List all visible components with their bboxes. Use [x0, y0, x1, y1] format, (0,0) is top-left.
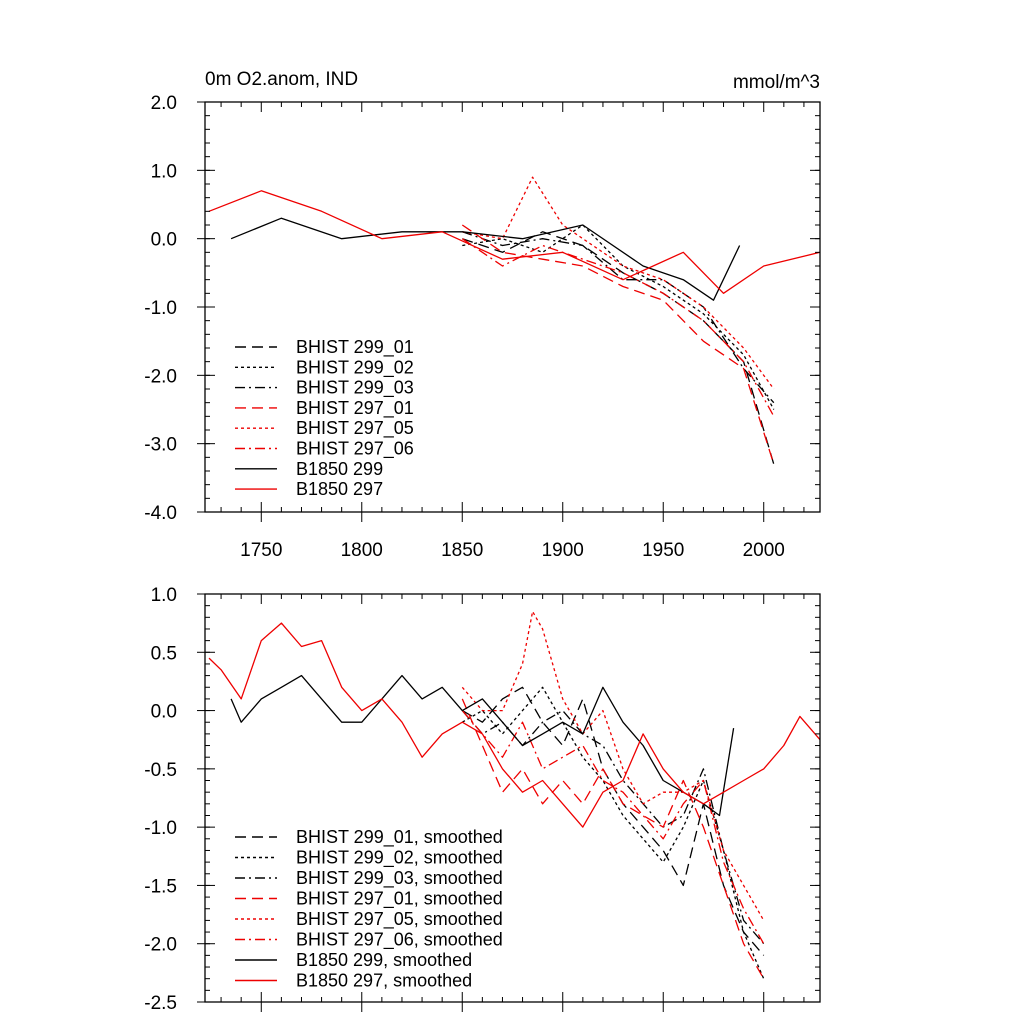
chart-title-right: mmol/m^3 [733, 72, 820, 93]
legend-label: BHIST 297_01 [296, 398, 414, 419]
x-tick-label: 1900 [542, 540, 584, 561]
y-tick-label: -2.5 [144, 993, 177, 1014]
top-series-bhist-297-05 [462, 176, 775, 390]
top-series-b1850-299 [230, 217, 741, 301]
chart-title-left: 0m O2.anom, IND [205, 69, 358, 90]
bot-series-bhist-299-03-smoothed [461, 709, 765, 945]
legend-label: BHIST 299_01, smoothed [296, 827, 503, 848]
legend-label: B1850 299, smoothed [296, 950, 472, 970]
legend-label: BHIST 299_01 [296, 337, 414, 358]
y-tick-label: -1.0 [144, 298, 177, 319]
x-tick-label: 1950 [642, 540, 684, 561]
top-series-bhist-299-03 [462, 231, 775, 404]
y-tick-label: -1.5 [144, 876, 177, 897]
legend-label: BHIST 297_06, smoothed [296, 930, 503, 951]
panel-bottom: 1.0 0.5 0.0 -0.5 -1.0 -1.5 -2.0 -2.5 BHIST 299_… [144, 585, 821, 1014]
top-series-group [208, 176, 821, 465]
panel-top: 0m O2.anom, IND mmol/m^3 1750 1800 1850 190… [144, 69, 821, 561]
x-tick-label: 2000 [743, 540, 785, 561]
legend-label: BHIST 297_05, smoothed [296, 909, 503, 930]
y-tick-label: 1.0 [151, 161, 177, 182]
top-series-b1850-297 [208, 190, 821, 294]
y-tick-label: -3.0 [144, 435, 177, 456]
bot-series-bhist-297-05-smoothed [461, 610, 765, 921]
x-tick-label: 1750 [240, 540, 282, 561]
bottom-ticks-group: 1.0 0.5 0.0 -0.5 -1.0 -1.5 -2.0 -2.5 [144, 585, 820, 1014]
y-tick-label: 1.0 [151, 585, 177, 606]
top-series-bhist-297-06 [461, 238, 775, 417]
bot-series-bhist-297-06-smoothed [461, 710, 765, 945]
top-plot-frame [204, 101, 821, 513]
legend-label: BHIST 297_05 [296, 418, 414, 439]
legend-label: BHIST 297_06 [296, 439, 414, 460]
top-ticks-group: 1750 1800 1850 1900 1950 2000 2.0 1.0 0.0 -1.0 -2.… [144, 93, 820, 561]
top-series-bhist-299-02 [462, 224, 775, 410]
y-tick-label: 0.0 [151, 230, 177, 251]
y-tick-label: -2.0 [144, 935, 177, 956]
x-tick-label: 1850 [441, 540, 483, 561]
y-tick-label: 0.5 [151, 643, 177, 664]
bottom-plot-frame [204, 593, 821, 1003]
legend-label: BHIST 299_03, smoothed [296, 868, 503, 889]
bot-series-b1850-297-smoothed [208, 622, 821, 828]
y-tick-label: 2.0 [151, 93, 177, 114]
legend-label: BHIST 299_02 [296, 357, 414, 378]
legend-label: BHIST 299_03 [296, 378, 414, 399]
legend-label: BHIST 299_02, smoothed [296, 848, 503, 869]
top-series-bhist-299-01 [462, 231, 775, 465]
legend-label: BHIST 297_01, smoothed [296, 889, 503, 910]
y-tick-label: 0.0 [151, 702, 177, 723]
bot-series-b1850-299-smoothed [230, 674, 735, 817]
y-tick-label: -4.0 [144, 503, 177, 524]
legend-label: B1850 297 [296, 479, 383, 499]
y-tick-label: -0.5 [144, 760, 177, 781]
x-tick-label: 1800 [341, 540, 383, 561]
legend-label: B1850 297, smoothed [296, 971, 472, 991]
y-tick-label: -2.0 [144, 366, 177, 387]
legend-label: B1850 299 [296, 459, 383, 479]
top-series-bhist-297-01 [461, 224, 775, 465]
bottom-series-group [208, 610, 821, 980]
y-tick-label: -1.0 [144, 818, 177, 839]
